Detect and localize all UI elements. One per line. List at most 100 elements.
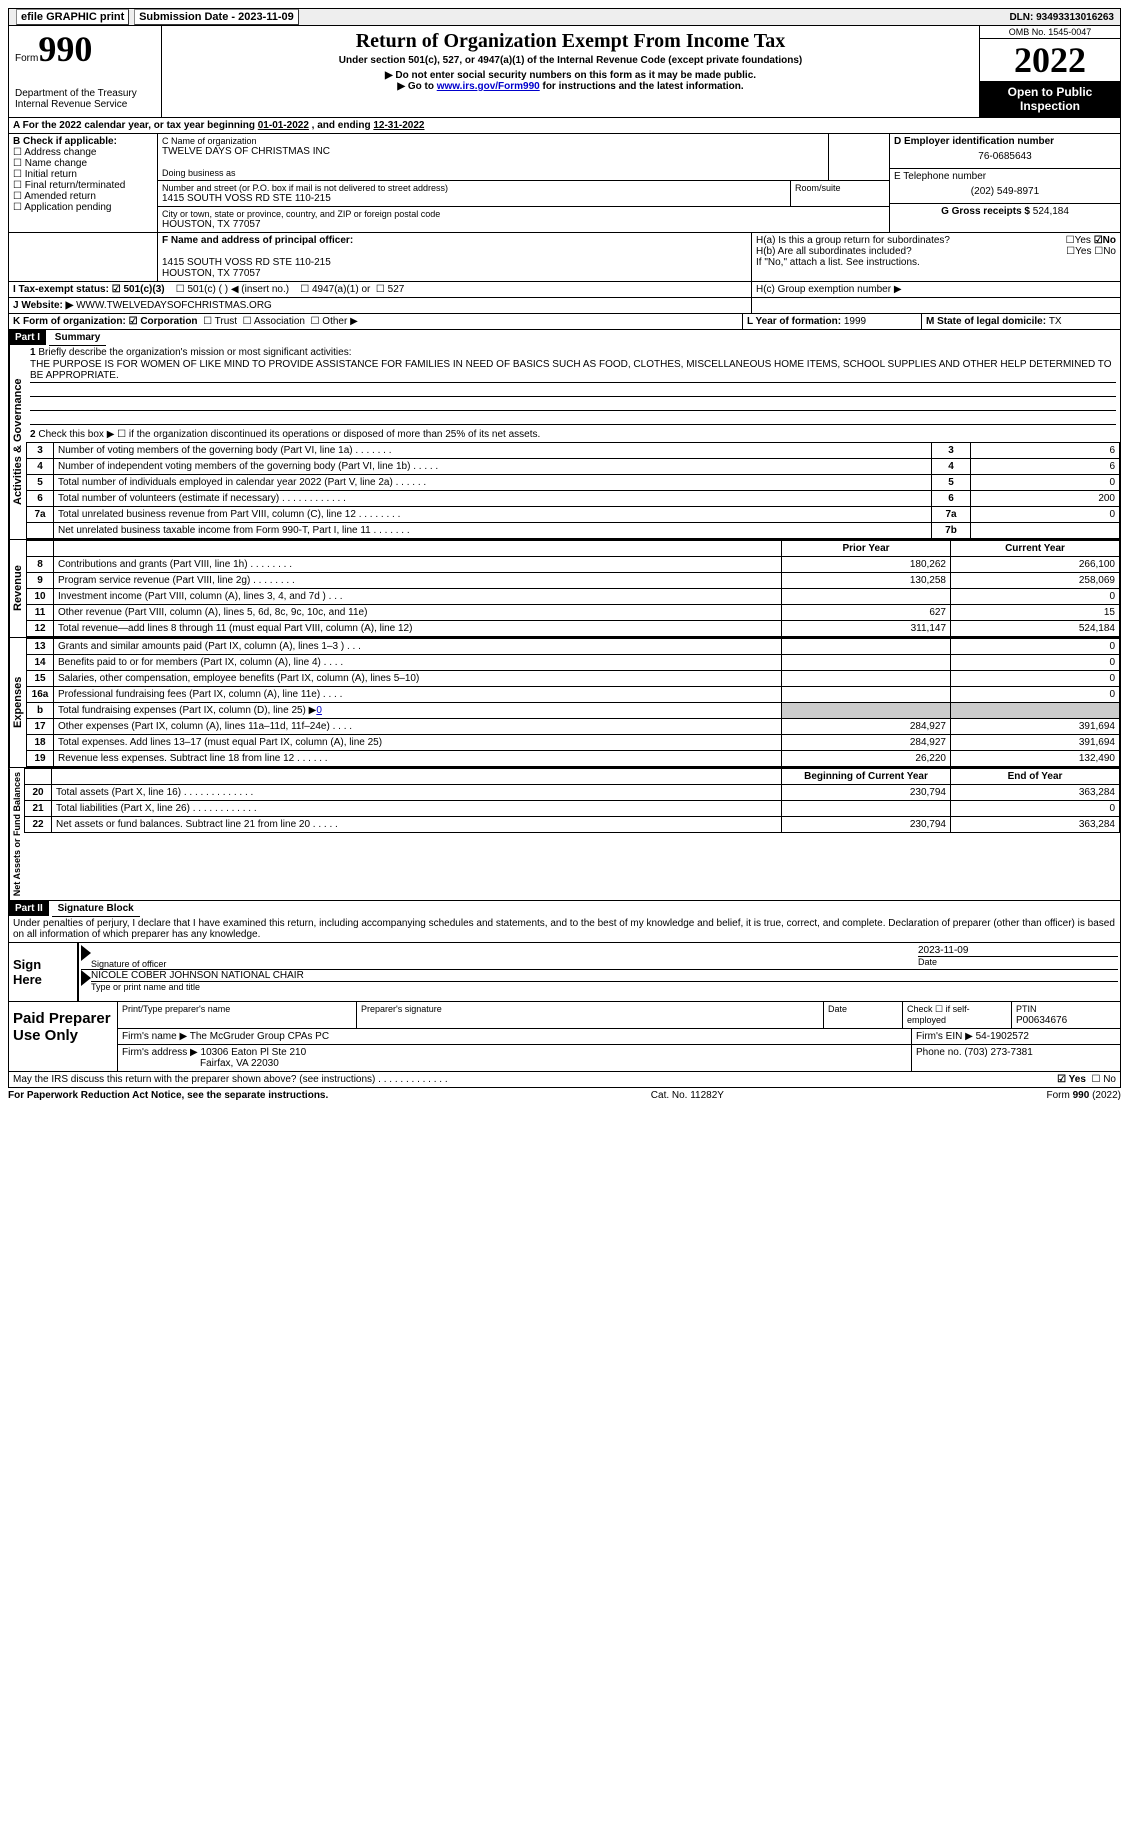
b-application-pending[interactable]: ☐ Application pending [13, 202, 153, 213]
tax-year: 2022 [980, 39, 1120, 81]
submission-button[interactable]: Submission Date - 2023-11-09 [134, 9, 299, 25]
b-name-change[interactable]: ☐ Name change [13, 158, 153, 169]
firm-addr2: Fairfax, VA 22030 [200, 1058, 279, 1069]
identity-block: B Check if applicable: ☐ Address change … [8, 134, 1121, 233]
footer-mid: Cat. No. 11282Y [651, 1090, 724, 1101]
side-revenue: Revenue [9, 540, 26, 637]
c-name-label: C Name of organization [162, 136, 824, 146]
sign-here-label: Sign Here [9, 943, 77, 1001]
e-label: E Telephone number [894, 171, 1116, 182]
omb-number: OMB No. 1545-0047 [980, 26, 1120, 39]
form-title: Return of Organization Exempt From Incom… [164, 30, 977, 53]
footer-left: For Paperwork Reduction Act Notice, see … [8, 1090, 328, 1101]
l-value: 1999 [844, 316, 866, 327]
m-label: M State of legal domicile: [926, 316, 1049, 327]
room-label: Room/suite [791, 181, 889, 206]
dln-label: DLN: [1009, 12, 1036, 23]
declaration-text: Under penalties of perjury, I declare th… [9, 916, 1120, 942]
discuss-label: May the IRS discuss this return with the… [13, 1074, 1057, 1085]
footer-right: Form 990 (2022) [1047, 1090, 1121, 1101]
paid-preparer-label: Paid Preparer Use Only [9, 1002, 117, 1071]
pp-self-employed[interactable]: Check ☐ if self-employed [903, 1002, 1012, 1028]
b-address-change[interactable]: ☐ Address change [13, 147, 153, 158]
i-label: I Tax-exempt status: [13, 284, 109, 295]
j-label: J Website: ▶ [13, 300, 73, 311]
hb-label: H(b) Are all subordinates included? [756, 246, 1066, 257]
a-line: A For the 2022 calendar year, or tax yea… [8, 118, 1121, 134]
i-501c[interactable]: ☐ 501(c) ( ) ◀ (insert no.) [176, 284, 289, 295]
street-label: Number and street (or P.O. box if mail i… [162, 183, 786, 193]
ha-no[interactable]: ☑No [1094, 235, 1116, 246]
k-corp[interactable]: ☑ Corporation [129, 316, 198, 327]
note-goto-pre: ▶ Go to [397, 81, 436, 92]
discuss-no[interactable]: ☐ No [1091, 1074, 1116, 1085]
ptin-label: PTIN [1016, 1004, 1037, 1014]
pp-sig-label: Preparer's signature [357, 1002, 824, 1028]
i-501c3[interactable]: ☑ 501(c)(3) [112, 284, 165, 295]
ha-yes[interactable]: ☐Yes [1066, 235, 1091, 246]
l-label: L Year of formation: [747, 316, 844, 327]
b-label: B Check if applicable: [13, 136, 153, 147]
city-value: HOUSTON, TX 77057 [162, 219, 885, 230]
mission-text: THE PURPOSE IS FOR WOMEN OF LIKE MIND TO… [30, 358, 1116, 383]
i-527[interactable]: ☐ 527 [376, 284, 404, 295]
efile-button[interactable]: efile GRAPHIC print [16, 9, 129, 25]
org-name: TWELVE DAYS OF CHRISTMAS INC [162, 146, 824, 157]
firm-addr1: 10306 Eaton Pl Ste 210 [201, 1047, 307, 1058]
city-label: City or town, state or province, country… [162, 209, 885, 219]
form-header: Form990 Department of the Treasury Inter… [8, 26, 1121, 118]
officer-name-value: NICOLE COBER JOHNSON NATIONAL CHAIR [91, 970, 1118, 982]
j-block: J Website: ▶ WWW.TWELVEDAYSOFCHRISTMAS.O… [8, 298, 1121, 314]
website-value: WWW.TWELVEDAYSOFCHRISTMAS.ORG [76, 300, 272, 311]
note-goto-post: for instructions and the latest informat… [540, 81, 744, 92]
arrow-icon [81, 945, 91, 961]
f-h-block: F Name and address of principal officer:… [8, 233, 1121, 282]
discuss-yes[interactable]: ☑ Yes [1057, 1074, 1086, 1085]
rev-table: Prior YearCurrent Year8Contributions and… [26, 540, 1120, 637]
m-value: TX [1049, 316, 1062, 327]
form-word: Form [15, 53, 38, 64]
part1-title: Summary [49, 330, 107, 346]
hb-yes[interactable]: ☐Yes [1066, 246, 1091, 257]
hb-note: If "No," attach a list. See instructions… [756, 257, 1116, 268]
pp-date-label: Date [824, 1002, 903, 1028]
phone-value: (202) 549-8971 [894, 182, 1116, 201]
firm-phone-label: Phone no. [916, 1047, 964, 1058]
officer-name-label: Type or print name and title [91, 982, 1118, 992]
firm-name-value: The McGruder Group CPAs PC [190, 1031, 329, 1042]
dba-label: Doing business as [162, 168, 824, 178]
exp-table: 13Grants and similar amounts paid (Part … [26, 638, 1120, 767]
side-net-assets: Net Assets or Fund Balances [9, 768, 24, 900]
irs-link[interactable]: www.irs.gov/Form990 [437, 81, 540, 92]
l1-label: Briefly describe the organization's miss… [38, 347, 351, 358]
k-assoc[interactable]: ☐ Association [243, 316, 305, 327]
hb-no[interactable]: ☐No [1094, 246, 1116, 257]
firm-ein-label: Firm's EIN ▶ [916, 1031, 976, 1042]
d-label: D Employer identification number [894, 136, 1116, 147]
f-addr2: HOUSTON, TX 77057 [162, 268, 747, 279]
l2-text: Check this box ▶ ☐ if the organization d… [38, 429, 540, 440]
b-amended-return[interactable]: ☐ Amended return [13, 191, 153, 202]
k-block: K Form of organization: ☑ Corporation ☐ … [8, 314, 1121, 330]
arrow-icon [81, 970, 91, 986]
street-value: 1415 SOUTH VOSS RD STE 110-215 [162, 193, 786, 204]
gross-receipts: 524,184 [1033, 206, 1069, 217]
firm-phone-value: (703) 273-7381 [964, 1047, 1032, 1058]
note-ssn: ▶ Do not enter social security numbers o… [164, 70, 977, 81]
part2-hdr: Part II [9, 901, 49, 916]
ha-label: H(a) Is this a group return for subordin… [756, 235, 1066, 246]
k-other[interactable]: ☐ Other ▶ [311, 316, 358, 327]
i-4947[interactable]: ☐ 4947(a)(1) or [300, 284, 370, 295]
hc-label: H(c) Group exemption number ▶ [752, 282, 1120, 297]
dln-value: 93493313016263 [1036, 12, 1114, 23]
part2-title: Signature Block [52, 901, 140, 917]
open-inspection: Open to Public Inspection [980, 81, 1120, 117]
k-trust[interactable]: ☐ Trust [203, 316, 237, 327]
b-initial-return[interactable]: ☐ Initial return [13, 169, 153, 180]
sig-date-value: 2023-11-09 [918, 945, 1118, 957]
b-final-return[interactable]: ☐ Final return/terminated [13, 180, 153, 191]
f-label: F Name and address of principal officer: [162, 235, 747, 246]
form-number: 990 [38, 29, 92, 69]
dept-treasury: Department of the Treasury [15, 88, 155, 99]
sig-date-label: Date [918, 957, 1118, 967]
